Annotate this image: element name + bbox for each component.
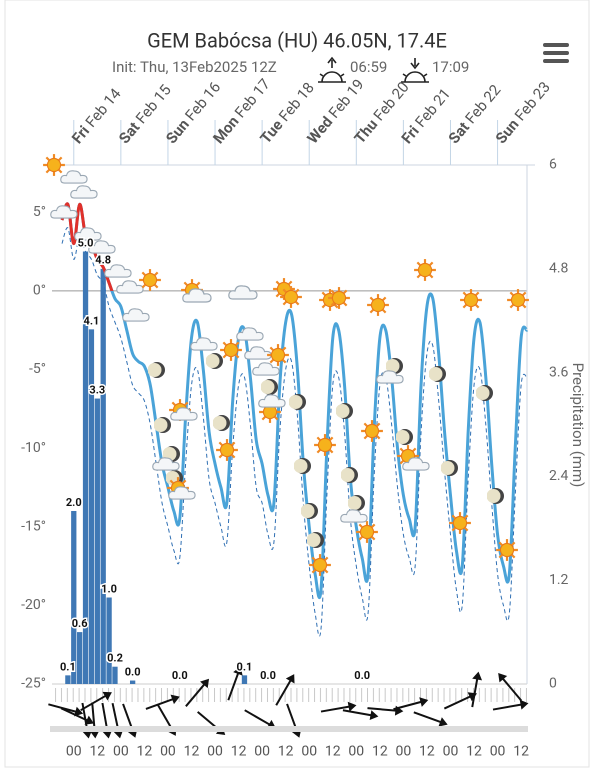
precip-label: 3.3 [89,383,105,396]
precip-label: 0.1 [237,660,253,673]
hour-label: 12 [466,744,482,760]
hour-label: 12 [325,744,341,760]
precip-bar [106,597,112,684]
precip-bar [241,675,248,684]
precip-label: 5.0 [78,236,94,249]
y-tick-label: -20° [21,597,46,613]
precip-label: 0.6 [72,617,88,630]
precip-bar [100,268,106,684]
sunrise-icon [318,56,346,83]
hour-label: 12 [89,744,105,760]
hour-label: 12 [372,744,388,760]
subtitle: Init: Thu, 13Feb2025 12Z [112,58,277,76]
hour-label: 00 [301,744,317,760]
precip-bar [88,329,95,684]
precip-label: 0.0 [260,669,276,682]
dashed-line [61,227,528,637]
temperature-line [60,202,529,599]
precip-label: 0.2 [107,652,123,665]
precip-label: 0.1 [60,660,76,673]
hour-label: 12 [278,744,294,760]
y2-tick-label: 0 [549,676,557,692]
precip-label: 0.0 [172,669,188,682]
precip-bar [82,251,89,684]
precip-bar [94,398,100,684]
y2-tick-label: 6 [549,157,557,173]
precip-bar [65,675,71,684]
y2-tick-label: 1.2 [549,572,569,588]
hour-label: 00 [207,744,223,760]
precip-bar [77,632,83,684]
menu-button[interactable] [543,43,569,63]
precip-bar [71,511,77,684]
hour-label: 00 [160,744,176,760]
y2-axis-label: Precipitation (mm) [569,363,587,488]
hour-label: 00 [490,744,506,760]
hour-label: 12 [513,744,529,760]
hour-label: 12 [137,744,153,760]
precip-label: 4.8 [95,254,111,267]
y-tick-label: -10° [21,440,46,456]
hour-label: 00 [254,744,270,760]
precip-label: 2.0 [66,496,82,509]
sunset-time: 17:09 [432,58,469,76]
precip-label: 4.1 [84,314,100,327]
sunrise-time: 06:59 [350,58,387,76]
time-ticks [52,688,527,702]
precip-bar [129,680,136,684]
precip-label: 1.0 [101,582,117,595]
y-tick-label: -25° [21,676,46,692]
hour-label: 12 [419,744,435,760]
hour-label: 00 [66,744,82,760]
chart-title: GEM Babócsa (HU) 46.05N, 17.4E [147,28,447,52]
y2-tick-label: 4.8 [549,261,569,277]
precip-label: 0.0 [354,669,370,682]
precip-label: 0.0 [125,665,141,678]
hour-label: 00 [113,744,129,760]
y-tick-label: 0° [33,283,46,299]
hour-label: 12 [184,744,200,760]
wind-strip [50,726,528,732]
precip-bar [112,666,118,684]
y-tick-label: 5° [33,204,46,220]
hour-label: 00 [396,744,412,760]
y-tick-label: -15° [21,518,46,534]
hour-label: 00 [348,744,364,760]
hour-label: 12 [231,744,247,760]
y-tick-label: -5° [29,361,46,377]
y2-tick-label: 3.6 [549,364,569,380]
hour-label: 00 [443,744,459,760]
sunset-icon [401,58,429,83]
y2-tick-label: 2.4 [549,468,569,484]
